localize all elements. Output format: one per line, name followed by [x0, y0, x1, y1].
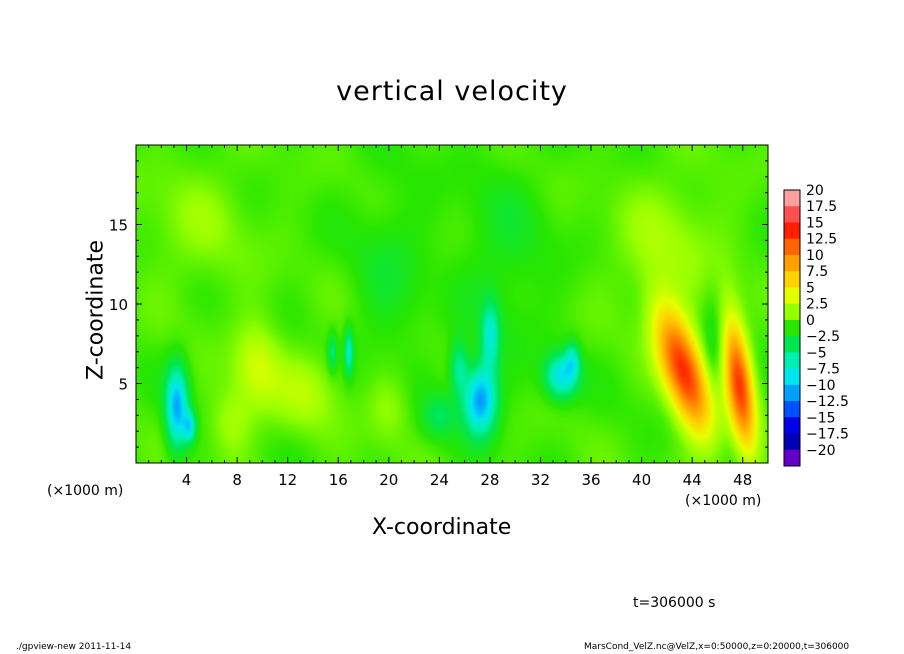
colorbar-label: −17.5: [806, 427, 849, 443]
plot-frame: [135, 144, 769, 464]
colorbar-swatch: [784, 336, 800, 353]
colorbar-label: −20: [806, 443, 836, 459]
colorbar-label: 2.5: [806, 297, 828, 313]
y-tick-label: 15: [109, 217, 128, 235]
colorbar-label: 10: [806, 248, 824, 264]
x-tick-label: 24: [430, 471, 449, 489]
colorbar-swatch: [784, 368, 800, 386]
x-tick-label: 48: [733, 471, 752, 489]
colorbar-swatch: [784, 254, 800, 272]
x-unit-label-left: (×1000 m): [47, 483, 124, 499]
colorbar-label: 0: [806, 313, 815, 329]
y-tick-label: 5: [118, 376, 128, 394]
colorbar-swatch: [784, 271, 800, 288]
colorbar-label: −2.5: [806, 329, 840, 345]
x-tick-label: 28: [480, 471, 499, 489]
colorbar-swatch: [784, 433, 800, 451]
heatmap-image: [136, 145, 768, 463]
colorbar-label: 17.5: [806, 199, 837, 215]
x-tick-label: 44: [683, 471, 702, 489]
x-tick-label: 12: [278, 471, 297, 489]
x-tick-label: 8: [232, 471, 242, 489]
colorbar-label: 15: [806, 215, 824, 231]
colorbar-label: 5: [806, 280, 815, 296]
colorbar: 2017.51512.5107.552.50−2.5−5−7.5−10−12.5…: [783, 183, 849, 467]
colorbar-label: −5: [806, 345, 827, 361]
colorbar-label: −10: [806, 378, 836, 394]
x-tick-label: 32: [531, 471, 550, 489]
x-tick-label: 36: [581, 471, 600, 489]
x-axis-label: X-coordinate: [372, 515, 512, 540]
colorbar-swatch: [784, 401, 800, 418]
x-ticks: 4 8 12 16 20 24 28 32 36 40 44 48: [148, 145, 756, 489]
colorbar-swatch: [784, 319, 800, 337]
x-tick-label: 40: [632, 471, 651, 489]
x-unit-label-right: (×1000 m): [685, 493, 762, 509]
colorbar-label: 7.5: [806, 264, 828, 280]
colorbar-frame: [783, 189, 801, 467]
colorbar-label: −15: [806, 410, 836, 426]
colorbar-label: −7.5: [806, 362, 840, 378]
colorbar-swatch: [784, 449, 800, 467]
colorbar-swatch: [784, 222, 800, 240]
colorbar-swatch: [784, 238, 800, 256]
footer-left: ./gpview-new 2011-11-14: [16, 642, 132, 652]
x-tick-label: 16: [329, 471, 348, 489]
footer-right: MarsCond_VelZ.nc@VelZ,x=0:50000,z=0:2000…: [584, 642, 850, 652]
colorbar-label: 12.5: [806, 232, 837, 248]
colorbar-swatch: [784, 417, 800, 435]
time-label: t=306000 s: [633, 595, 716, 611]
colorbar-swatch: [784, 206, 800, 223]
colorbar-swatch: [784, 287, 800, 305]
colorbar-label: −12.5: [806, 394, 849, 410]
colorbar-swatch: [784, 352, 800, 370]
colorbar-swatch: [784, 303, 800, 321]
colorbar-label: 20: [806, 183, 824, 199]
x-tick-label: 20: [379, 471, 398, 489]
y-tick-label: 10: [109, 296, 128, 314]
chart-title: vertical velocity: [336, 76, 568, 107]
colorbar-swatch: [784, 384, 800, 402]
x-tick-label: 4: [182, 471, 192, 489]
colorbar-swatch: [784, 190, 800, 207]
plot-area: [136, 145, 768, 463]
